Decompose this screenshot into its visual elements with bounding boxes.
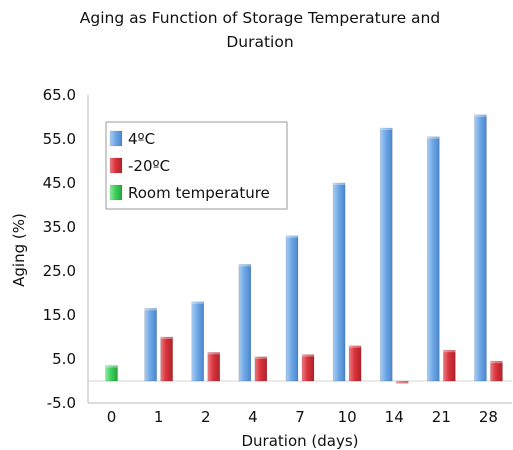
bar — [427, 136, 440, 382]
bar-cap — [160, 337, 173, 339]
y-tick-label: 35.0 — [43, 218, 76, 236]
x-tick-label: 2 — [201, 408, 211, 426]
x-tick-label: 10 — [338, 408, 357, 426]
y-tick-label: 45.0 — [43, 174, 76, 192]
legend-label: Room temperature — [128, 184, 270, 202]
bar-cap — [333, 183, 346, 185]
bar — [379, 127, 393, 382]
bar-cap — [396, 381, 409, 383]
legend-box — [105, 121, 288, 210]
y-tick-label: 65.0 — [43, 86, 76, 104]
bar-cap — [349, 345, 362, 348]
bar — [490, 360, 503, 382]
bar — [285, 235, 299, 382]
y-tick-label: 55.0 — [43, 130, 76, 148]
bar — [160, 336, 173, 382]
bar-cap — [443, 350, 456, 353]
bar-cap — [144, 308, 157, 311]
bar — [443, 349, 456, 382]
bar-cap — [105, 365, 118, 368]
bar — [474, 114, 487, 382]
y-tick-label: 5.0 — [52, 350, 76, 368]
bar — [105, 365, 118, 382]
bar — [207, 352, 221, 382]
bar — [332, 182, 346, 382]
y-axis-title: Aging (%) — [10, 213, 28, 287]
legend-swatch — [109, 157, 123, 174]
bar — [238, 264, 252, 382]
bar — [254, 356, 268, 382]
legend-swatch — [109, 130, 123, 147]
x-tick-label: 1 — [154, 408, 164, 426]
legend-swatch — [109, 184, 123, 201]
y-tick-label: -5.0 — [47, 394, 76, 412]
bar — [144, 308, 157, 382]
bar-cap — [238, 264, 251, 267]
bar-cap — [474, 114, 487, 117]
x-tick-label: 0 — [107, 408, 117, 426]
legend-label: -20ºC — [128, 157, 170, 175]
x-tick-label: 28 — [479, 408, 498, 426]
bar-cap — [286, 235, 298, 238]
x-tick-label: 14 — [385, 408, 404, 426]
bar-cap — [191, 301, 204, 304]
bar — [301, 354, 315, 382]
bar-cap — [207, 352, 220, 355]
legend-label: 4ºC — [128, 130, 155, 148]
bar — [348, 345, 362, 382]
bar-cap — [302, 354, 314, 357]
bar-cap — [380, 128, 393, 130]
chart-title: Aging as Function of Storage Temperature… — [79, 9, 441, 51]
x-tick-label: 4 — [248, 408, 258, 426]
bar — [191, 301, 205, 382]
x-axis-title: Duration (days) — [241, 432, 358, 450]
bar-cap — [490, 361, 503, 364]
bar-cap — [254, 356, 267, 359]
x-tick-label: 21 — [432, 408, 451, 426]
x-tick-label: 7 — [295, 408, 305, 426]
bar-cap — [427, 136, 440, 139]
y-tick-label: 25.0 — [43, 262, 76, 280]
y-tick-label: 15.0 — [43, 306, 76, 324]
bar — [395, 380, 409, 384]
